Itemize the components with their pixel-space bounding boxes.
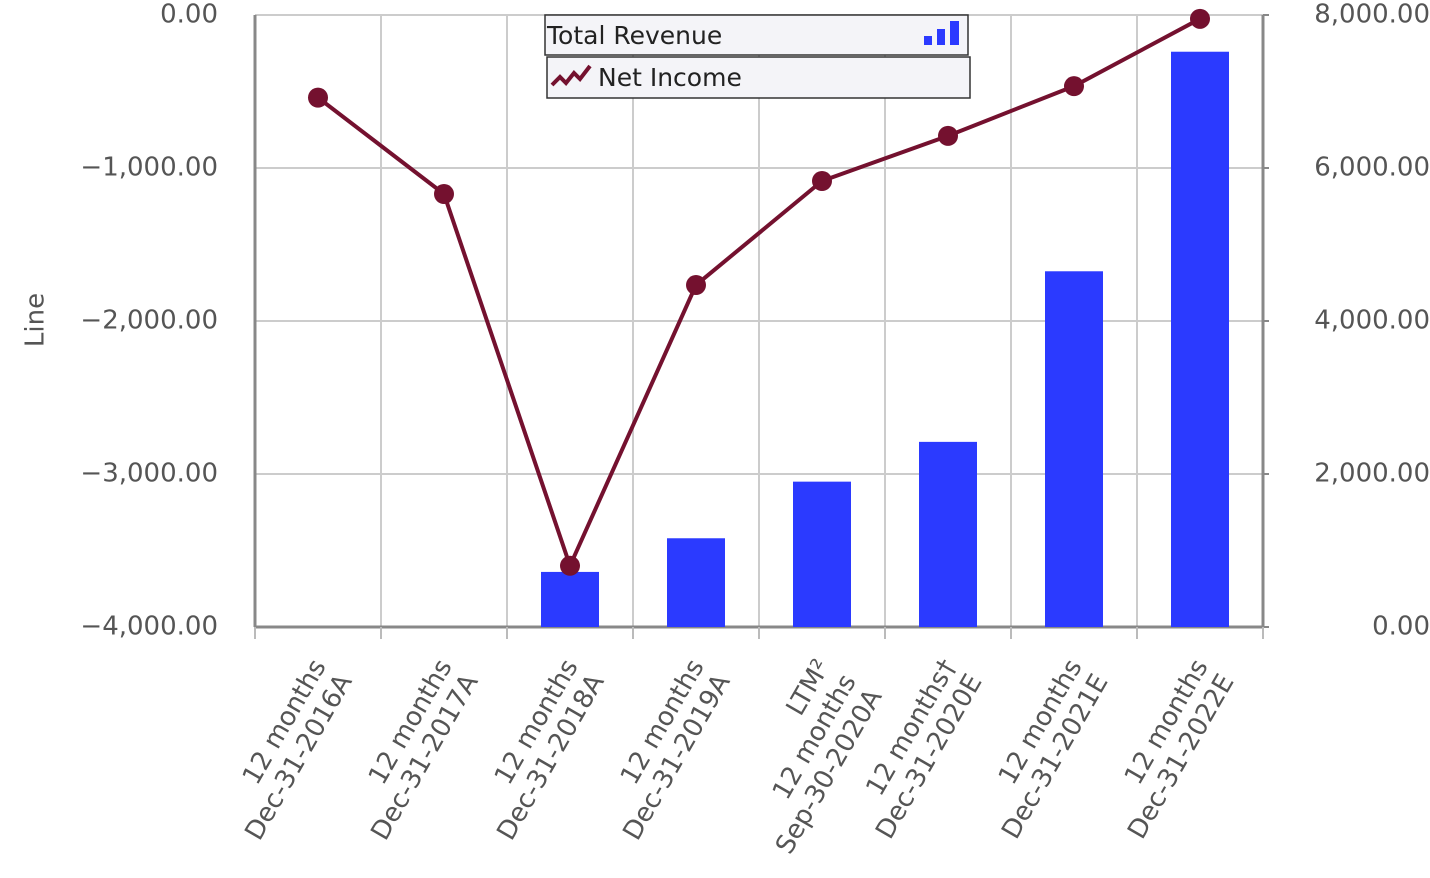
legend-icon xyxy=(550,64,592,87)
line-marker xyxy=(560,555,580,576)
line-marker xyxy=(938,125,958,146)
legend-icon xyxy=(924,36,932,45)
y-tick-label: −4,000.00 xyxy=(80,612,218,642)
legend-item-box[interactable] xyxy=(546,56,971,99)
y2-tick-label: 0.00 xyxy=(1372,612,1430,642)
line-marker xyxy=(1190,8,1210,29)
legend-item-box[interactable] xyxy=(544,14,969,56)
marks xyxy=(308,8,1229,628)
bar xyxy=(1045,271,1103,627)
y-tick-label: 0.00 xyxy=(160,0,218,30)
line-marker xyxy=(1064,76,1084,97)
y2-tick-label: 6,000.00 xyxy=(1314,153,1430,183)
line-marker xyxy=(308,87,328,108)
legend: Total Revenue Net Income xyxy=(544,14,971,99)
legend-label[interactable]: Net Income xyxy=(598,63,742,92)
y-tick-label: −1,000.00 xyxy=(80,153,218,183)
grid xyxy=(253,14,1269,639)
line-marker xyxy=(434,184,454,205)
y-tick-label: −2,000.00 xyxy=(80,306,218,336)
bar xyxy=(793,481,851,627)
bar xyxy=(667,538,725,627)
y-axis-title: Line xyxy=(21,293,51,347)
y2-tick-label: 2,000.00 xyxy=(1314,459,1430,489)
legend-icon xyxy=(950,21,959,45)
bar xyxy=(541,571,599,627)
x-tick-label-group: 12 months†Dec-31-2020E xyxy=(860,654,988,844)
y2-tick-label: 8,000.00 xyxy=(1314,0,1430,30)
y-tick-label: −3,000.00 xyxy=(80,459,218,489)
line-marker xyxy=(812,171,832,192)
bar xyxy=(1171,51,1229,628)
legend-label[interactable]: Total Revenue xyxy=(546,21,722,50)
line xyxy=(316,17,1201,572)
bar xyxy=(919,441,977,627)
y2-tick-label: 4,000.00 xyxy=(1314,306,1430,336)
legend-icon xyxy=(937,29,945,45)
line-marker xyxy=(686,275,706,296)
